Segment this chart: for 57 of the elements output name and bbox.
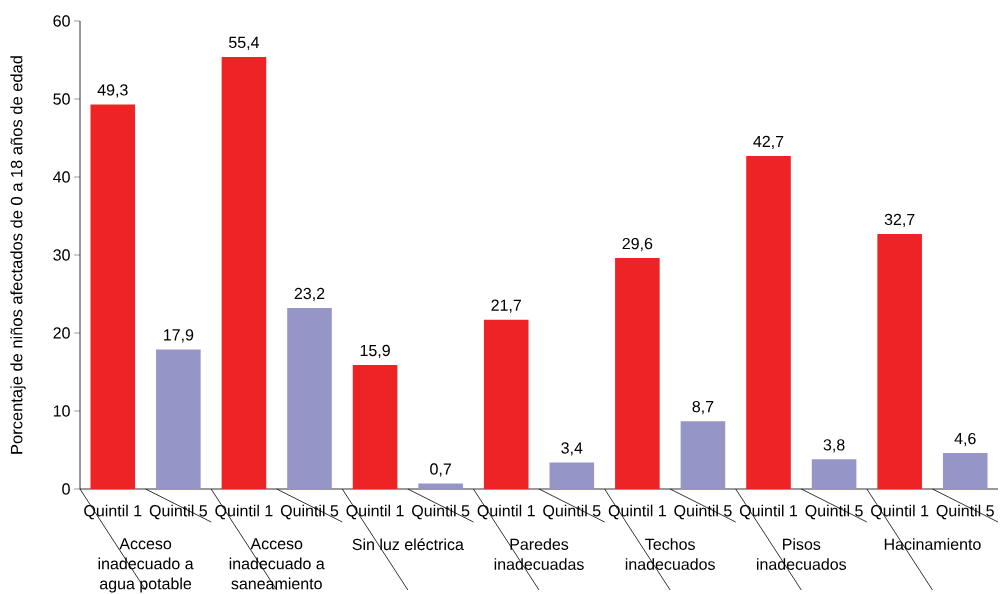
bar <box>287 308 332 489</box>
series-label: Quintil 1 <box>215 504 273 520</box>
data-label: 0,7 <box>430 463 451 477</box>
data-label: 17,9 <box>164 329 194 343</box>
y-tick-label: 60 <box>53 15 70 27</box>
bar <box>156 349 201 489</box>
x-tick-label: Hacinamiento <box>884 538 981 550</box>
y-tick-label: 30 <box>53 249 70 261</box>
bar <box>418 483 463 489</box>
bar <box>483 319 529 489</box>
text: Quintil 5 <box>936 504 994 520</box>
y-tick-label: 40 <box>53 171 70 183</box>
data-label: 3,4 <box>561 442 583 456</box>
bar <box>877 233 922 489</box>
bar <box>90 104 136 489</box>
data-label: 21,7 <box>491 299 521 313</box>
x-tick-label: Acceso inadecuado a agua potable <box>98 538 194 593</box>
bar <box>549 462 595 489</box>
y-tick-label: 20 <box>53 327 70 339</box>
y-tick-label: 10 <box>53 405 70 417</box>
text: Quintil 5 <box>543 504 601 520</box>
data-label: 55,4 <box>229 36 260 50</box>
data-label: 4,6 <box>954 432 976 447</box>
x-tick-label: Paredes inadecuadas <box>494 538 584 570</box>
y-tick-label: 50 <box>53 93 70 105</box>
data-label: 49,3 <box>97 84 128 98</box>
x-tick-label: Acceso inadecuado a saneamiento <box>229 538 325 590</box>
text: Quintil 1 <box>739 504 798 520</box>
bar <box>746 155 791 489</box>
series-label: Quintil 5 <box>149 504 208 520</box>
data-label: 8,7 <box>692 400 714 415</box>
text: Quintil 5 <box>280 504 339 520</box>
data-label: 32,7 <box>884 213 915 227</box>
text: Quintil 1 <box>84 504 142 520</box>
data-label: 15,9 <box>360 344 390 359</box>
x-tick-label: Sin luz eléctrica <box>352 538 464 551</box>
text: Quintil 1 <box>608 504 666 520</box>
bar <box>352 364 398 489</box>
y-axis-title: Porcentaje de niños afectados de 0 a 18 años de edad <box>10 56 26 454</box>
x-tick-label: Techos inadecuados <box>625 538 715 570</box>
bar <box>811 459 857 489</box>
text: Quintil 5 <box>674 504 732 520</box>
bar <box>942 453 988 489</box>
text: Quintil 5 <box>412 504 470 520</box>
y-tick-label: 0 <box>62 483 70 495</box>
text: Quintil 1 <box>871 504 929 520</box>
data-label: 3,8 <box>823 439 845 453</box>
data-label: 42,7 <box>753 135 784 149</box>
bar <box>680 421 726 489</box>
bar <box>615 258 660 489</box>
bar <box>221 56 267 489</box>
text: Quintil 5 <box>805 504 863 520</box>
data-label: 29,6 <box>622 237 653 252</box>
data-label: 23,2 <box>294 287 325 302</box>
text: Quintil 1 <box>346 504 404 520</box>
x-tick-label: Pisos inadecuados <box>757 538 847 570</box>
text: Quintil 1 <box>477 504 535 520</box>
